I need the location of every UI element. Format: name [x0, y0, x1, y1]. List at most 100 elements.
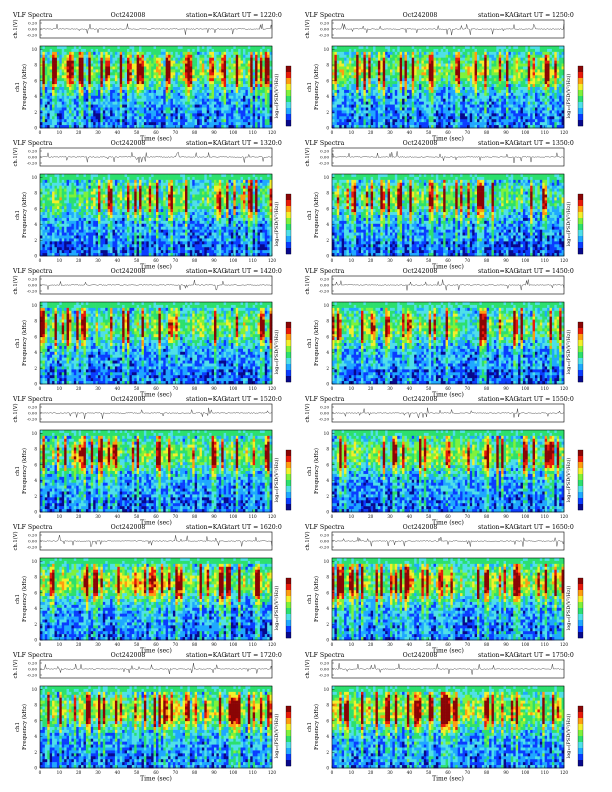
spectrogram-cell: [334, 101, 338, 105]
spectrogram-cell: [209, 119, 212, 123]
spectrogram-cell: [197, 81, 200, 85]
spectrogram-cell: [245, 98, 249, 102]
spectrogram-cell: [506, 98, 509, 102]
spectrogram-cell: [469, 95, 473, 100]
spectrogram-cell: [233, 63, 237, 67]
spectrogram-cell: [189, 107, 193, 111]
spectrogram-cell: [477, 46, 480, 50]
spectrogram-cell: [172, 69, 176, 73]
spectrogram-cell: [382, 72, 386, 76]
spectrogram-cell: [52, 60, 55, 64]
spectrogram-cell: [250, 101, 253, 105]
spectrogram-cell: [375, 95, 379, 100]
spectrogram-cell: [336, 92, 340, 97]
spectrogram-cell: [180, 66, 183, 70]
spectrogram-cell: [404, 48, 408, 53]
spectrogram-cell: [423, 54, 427, 59]
spectrogram-cell: [110, 125, 113, 129]
spectrogram-cell: [247, 72, 251, 76]
spectrogram-cell: [197, 66, 200, 70]
spectrogram-cell: [501, 113, 504, 117]
spectrogram-cell: [385, 63, 388, 67]
spectrogram-cell: [332, 57, 335, 61]
spectrogram-cell: [199, 116, 203, 120]
spectrogram-cell: [506, 57, 509, 61]
spectrogram-cell: [484, 113, 487, 117]
spectrogram-cell: [90, 54, 94, 59]
spectrogram-cell: [107, 98, 111, 102]
spectrogram-cell: [377, 54, 381, 59]
spectrogram-cell: [481, 54, 485, 59]
spectrogram-cell: [513, 48, 516, 53]
spectrogram-cell: [211, 57, 215, 61]
spectrogram-cell: [448, 122, 451, 126]
spectrogram-cell: [158, 98, 162, 102]
spectrogram-cell: [411, 63, 415, 67]
spectrogram-cell: [428, 113, 432, 117]
spectrogram-cell: [402, 101, 405, 105]
spectrogram-cell: [479, 78, 483, 82]
spectrogram-cell: [341, 51, 345, 56]
spectrogram-cell: [49, 54, 53, 59]
spectrogram-cell: [151, 51, 154, 56]
spectrogram-cell: [426, 110, 429, 114]
spectrogram-cell: [375, 98, 379, 102]
spectrogram-cell: [503, 57, 507, 61]
spectrogram-cell: [457, 113, 461, 117]
spectrogram-cell: [127, 98, 130, 102]
spectrogram-cell: [411, 66, 415, 70]
spectrogram-cell: [498, 54, 502, 59]
spectrogram-cell: [141, 57, 145, 61]
spectrogram-cell: [180, 72, 183, 76]
spectrogram-cell: [117, 95, 121, 100]
spectrogram-cell: [90, 78, 94, 82]
spectrogram-cell: [243, 66, 246, 70]
spectrogram-cell: [267, 101, 270, 105]
spectrogram-cell: [267, 107, 270, 111]
spectrogram-cell: [100, 78, 104, 82]
spectrogram-cell: [177, 101, 181, 105]
time-tick-label: 110: [249, 130, 257, 135]
spectrogram-cell: [206, 98, 210, 102]
spectrogram-cell: [76, 63, 79, 67]
spectrogram-cell: [406, 119, 410, 123]
spectrogram-cell: [170, 72, 174, 76]
spectrogram-cell: [508, 98, 512, 102]
spectrogram-cell: [445, 92, 449, 97]
spectrogram-cell: [358, 57, 362, 61]
spectrogram-cell: [332, 113, 335, 117]
spectrogram-cell: [47, 110, 50, 114]
spectrogram-cell: [363, 78, 367, 82]
spectrogram-cell: [419, 113, 422, 117]
spectrogram-cell: [489, 113, 492, 117]
spectrogram-cell: [416, 122, 420, 126]
spectrogram-cell: [440, 116, 444, 120]
spectrogram-cell: [216, 60, 220, 64]
spectrogram-cell: [230, 66, 234, 70]
spectrogram-cell: [131, 84, 135, 88]
spectrogram-cell: [385, 113, 388, 117]
spectrogram-cell: [520, 84, 524, 88]
spectrogram-cell: [148, 75, 152, 79]
spectrogram-cell: [380, 51, 384, 56]
spectrogram-cell: [100, 89, 104, 94]
spectrogram-cell: [460, 107, 463, 111]
spectrogram-cell: [206, 119, 210, 123]
spectrogram-cell: [513, 87, 516, 91]
spectrogram-cell: [42, 57, 46, 61]
spectrogram-cell: [484, 51, 487, 56]
spectrogram-cell: [209, 84, 212, 88]
spectrogram-cell: [344, 72, 347, 76]
colorbar-label: log₁₀(PSD(V²/Hz)): [273, 74, 280, 119]
spectrogram-cell: [477, 92, 480, 97]
spectrogram-cell: [431, 125, 434, 129]
spectrogram-cell: [508, 78, 512, 82]
spectrogram-cell: [353, 46, 357, 50]
spectrogram-cell: [42, 92, 46, 97]
spectrogram-cell: [180, 110, 183, 114]
spectrogram-cell: [136, 98, 140, 102]
spectrogram-cell: [105, 81, 108, 85]
spectrogram-cell: [233, 75, 237, 79]
spectrogram-cell: [223, 116, 227, 120]
spectrogram-cell: [105, 92, 108, 97]
